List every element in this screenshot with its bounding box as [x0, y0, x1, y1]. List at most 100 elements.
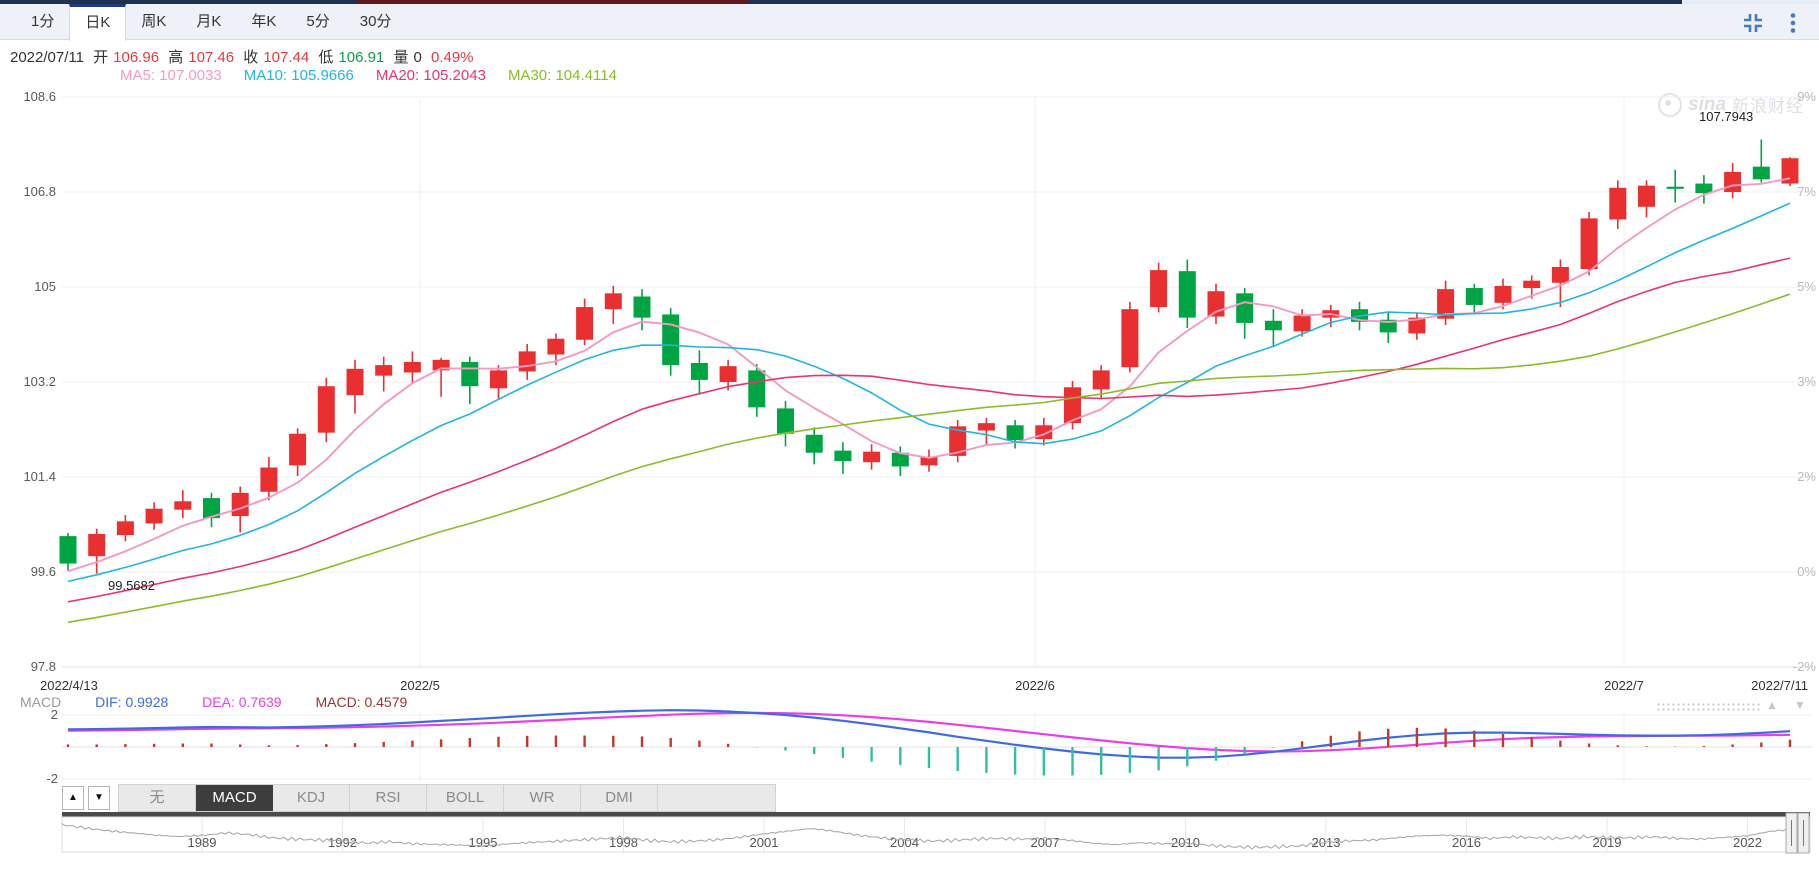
candle-body — [375, 365, 393, 376]
indicator-tab-macd[interactable]: MACD — [196, 785, 273, 811]
indicator-tab-wr[interactable]: WR — [504, 785, 581, 811]
candle-body — [1121, 309, 1139, 368]
period-tab-6[interactable]: 5分 — [306, 13, 330, 30]
navigator-year-label: 2022 — [1733, 835, 1762, 850]
y-axis-price-label: 99.6 — [31, 564, 56, 579]
period-tab-2[interactable]: 日K — [69, 4, 127, 41]
candle-body — [231, 492, 249, 517]
candle-body — [777, 408, 794, 434]
dea-line — [67, 711, 1791, 753]
candle-body — [1006, 425, 1024, 441]
candle-body — [1695, 183, 1713, 194]
candle-body — [203, 498, 220, 519]
indicator-tab-dmi[interactable]: DMI — [581, 785, 658, 811]
x-axis-date-label: 2022/7/11 — [1751, 678, 1808, 693]
y-axis-price-label: 105 — [34, 279, 56, 294]
candle-body — [145, 508, 163, 524]
candle-body — [1236, 293, 1254, 323]
macd-info-bar: MACD DIF: 0.9928 DEA: 0.7639 MACD: 0.457… — [20, 694, 437, 710]
candle-body — [719, 366, 737, 382]
period-tabbar: 1分 日K 周K 月K 年K 5分 30分 — [0, 4, 1819, 41]
ma-info-bar: MA5: 107.0033 MA10: 105.9666 MA20: 105.204… — [120, 67, 639, 84]
candle-body — [662, 314, 680, 366]
y-axis-price-label: 108.6 — [23, 89, 56, 104]
ma-value-30: MA30: 104.4114 — [507, 67, 617, 84]
sina-logo-icon — [1658, 92, 1682, 117]
navigator-year-label: 2001 — [750, 835, 779, 850]
indicator-up-button[interactable]: ▲ — [62, 786, 84, 810]
close-label: 收 — [243, 49, 259, 66]
open-label: 开 — [93, 49, 109, 66]
x-axis-date-label: 2022/5 — [400, 678, 440, 693]
open-value: 106.96 — [113, 49, 160, 66]
low-annotation: 99.5682 — [108, 578, 155, 593]
navigator-handle-left[interactable] — [1785, 812, 1798, 854]
ma-value-10: MA10: 105.9666 — [243, 67, 354, 84]
navigator-year-label: 2010 — [1171, 835, 1200, 850]
period-tab-1[interactable]: 1分 — [31, 13, 55, 30]
dif-line — [67, 709, 1791, 759]
change-percent: 0.49% — [430, 49, 474, 66]
kebab-menu-icon[interactable] — [1789, 11, 1797, 35]
period-tab-5[interactable]: 年K — [251, 13, 277, 30]
navigator-year-label: 2019 — [1593, 835, 1622, 850]
macd-histogram — [66, 727, 1792, 776]
ma5-line — [67, 177, 1791, 573]
candle-body — [1264, 320, 1282, 331]
indicator-tab-kdj[interactable]: KDJ — [273, 785, 350, 811]
candle-body — [1035, 425, 1053, 439]
watermark-name: 新浪财经 — [1732, 97, 1805, 116]
macd-value: MACD: 0.4579 — [315, 694, 408, 710]
period-tab-7[interactable]: 30分 — [359, 13, 392, 30]
ma-value-5: MA5: 107.0033 — [120, 67, 222, 84]
candle-body — [977, 423, 995, 431]
y-axis-price-label: 97.8 — [31, 659, 56, 674]
candle-body — [1523, 280, 1541, 289]
candle-body — [949, 426, 967, 456]
candle-body — [1781, 158, 1799, 184]
navigator-handle-right[interactable] — [1797, 812, 1810, 854]
volume-value: 0 — [413, 49, 422, 66]
candle-body — [1465, 288, 1483, 305]
navigator-year-label: 2004 — [890, 835, 919, 850]
macd-drag-dots[interactable] — [1656, 702, 1760, 713]
collapse-icon[interactable] — [1741, 11, 1765, 35]
history-navigator: 1989 1992 1995 1998 2001 2004 2007 2010 2013 2016… — [61, 812, 1811, 854]
candle-body — [432, 359, 450, 371]
y-axis-percent-label: 7% — [1797, 184, 1816, 199]
indicator-tab-boll[interactable]: BOLL — [427, 785, 504, 811]
macd-scroll-down-icon[interactable]: ▼ — [1794, 698, 1806, 712]
candle-body — [1724, 171, 1742, 192]
y-axis-price-label: 101.4 — [23, 469, 56, 484]
volume-label: 量 — [393, 49, 409, 66]
time-gridlines — [419, 97, 1625, 782]
candle-body — [1609, 187, 1627, 220]
macd-scroll-up-icon[interactable]: ▲ — [1766, 698, 1778, 712]
high-label: 高 — [168, 49, 184, 66]
period-tab-4[interactable]: 月K — [196, 13, 222, 30]
y-axis-percent-label: -2% — [1793, 659, 1817, 674]
candle-body — [317, 386, 335, 433]
low-label: 低 — [318, 49, 334, 66]
candle-body — [1666, 186, 1684, 189]
candle-body — [920, 456, 938, 466]
x-axis-date-label: 2022/4/13 — [40, 678, 98, 693]
indicator-tab-无[interactable]: 无 — [119, 785, 196, 811]
close-value: 107.44 — [263, 49, 310, 66]
candle-body — [1580, 218, 1598, 270]
y-axis-percent-label: 0% — [1797, 564, 1816, 579]
indicator-down-button[interactable]: ▼ — [88, 786, 110, 810]
macd-indicator-name: MACD — [20, 694, 62, 710]
candle-body — [59, 536, 77, 564]
navigator-wave — [61, 823, 1791, 850]
period-tab-3[interactable]: 周K — [141, 13, 167, 30]
candle-body — [1207, 291, 1225, 317]
high-value: 107.46 — [188, 49, 235, 66]
indicator-tab-rsi[interactable]: RSI — [350, 785, 427, 811]
candle-body — [1293, 315, 1311, 332]
candle-body — [1178, 271, 1196, 318]
candle-body — [1064, 387, 1081, 424]
navigator-year-label: 2007 — [1031, 835, 1060, 850]
candle-body — [1150, 270, 1168, 308]
